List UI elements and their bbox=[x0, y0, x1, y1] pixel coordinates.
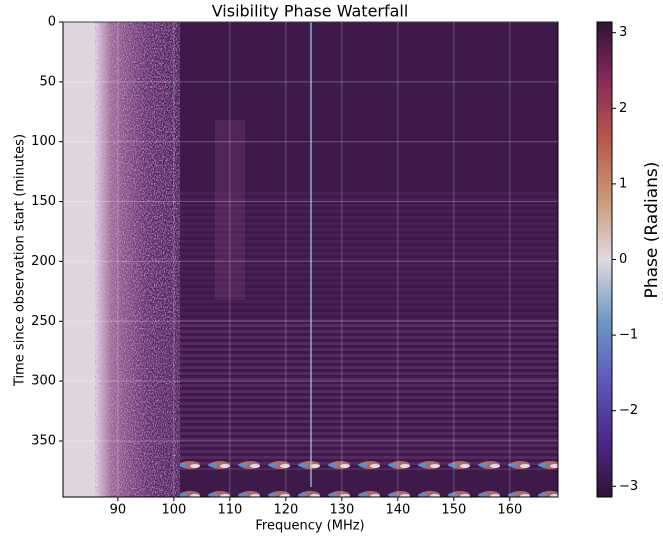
y-tick-label: 200 bbox=[31, 254, 56, 269]
colorbar bbox=[596, 21, 613, 498]
x-tick-label: 160 bbox=[497, 503, 522, 518]
y-tick-label: 300 bbox=[31, 374, 56, 389]
colorbar-tick-label: 1 bbox=[619, 176, 627, 191]
y-axis-label: Time since observation start (minutes) bbox=[13, 134, 28, 387]
y-tick-label: 100 bbox=[31, 134, 56, 149]
colorbar-tick-label: −1 bbox=[619, 328, 638, 343]
x-tick-label: 100 bbox=[161, 503, 186, 518]
y-tick-label: 350 bbox=[31, 433, 56, 448]
colorbar-label: Phase (Radians) bbox=[642, 162, 662, 299]
y-tick-label: 250 bbox=[31, 314, 56, 329]
colorbar-tick-label: 3 bbox=[619, 25, 627, 40]
chart-title: Visibility Phase Waterfall bbox=[212, 2, 409, 21]
colorbar-tick-label: 0 bbox=[619, 252, 627, 267]
y-tick-label: 50 bbox=[39, 74, 56, 89]
x-tick-label: 90 bbox=[110, 503, 127, 518]
y-tick-label: 0 bbox=[48, 15, 56, 30]
colorbar-tick-label: −3 bbox=[619, 479, 638, 494]
plot-frame bbox=[62, 21, 559, 498]
x-tick-label: 110 bbox=[217, 503, 242, 518]
heatmap-image bbox=[63, 22, 558, 497]
y-tick-label: 150 bbox=[31, 194, 56, 209]
x-axis-label: Frequency (MHz) bbox=[255, 519, 364, 534]
x-tick-label: 150 bbox=[441, 503, 466, 518]
x-tick-label: 130 bbox=[329, 503, 354, 518]
colorbar-tick-label: 2 bbox=[619, 101, 627, 116]
x-tick-label: 120 bbox=[273, 503, 298, 518]
colorbar-tick-label: −2 bbox=[619, 403, 638, 418]
x-tick-label: 140 bbox=[385, 503, 410, 518]
